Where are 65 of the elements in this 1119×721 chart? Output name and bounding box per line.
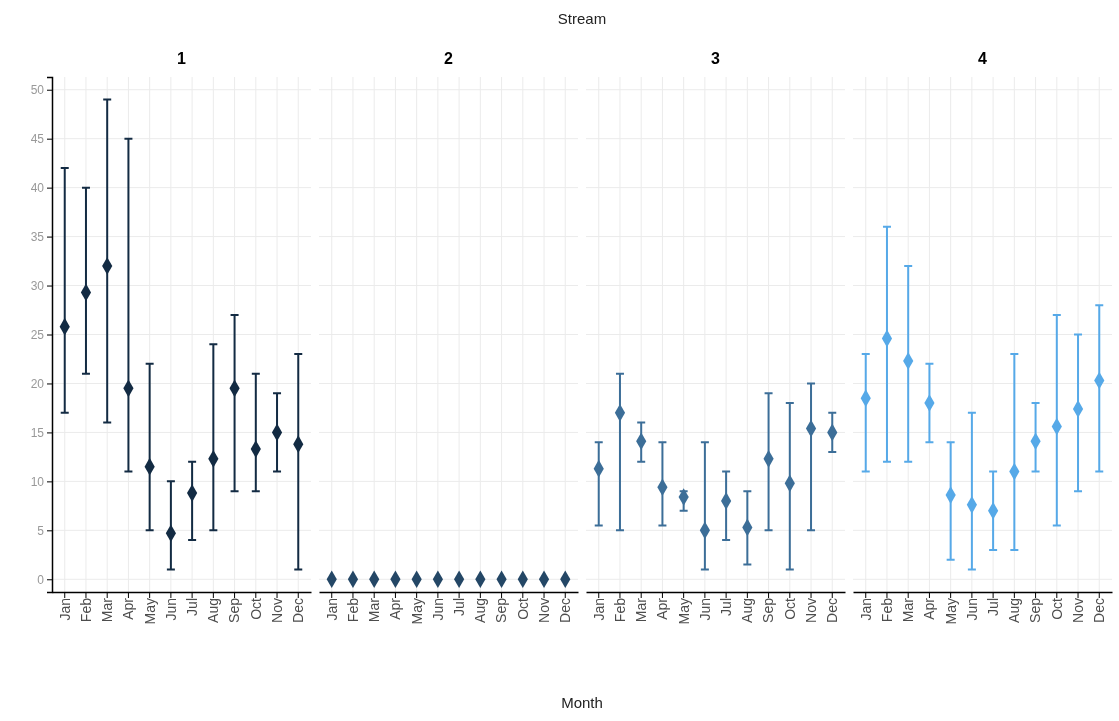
x-tick-label: Sep bbox=[1027, 597, 1044, 623]
chart-title: 3 bbox=[711, 50, 721, 67]
x-tick-label: Sep bbox=[760, 597, 777, 623]
x-tick-label: Jun bbox=[696, 598, 713, 621]
x-tick-label: May bbox=[942, 598, 959, 625]
x-tick-label: Apr bbox=[120, 597, 137, 620]
x-tick-label: Dec bbox=[824, 598, 841, 623]
x-tick-label: Jun bbox=[963, 598, 980, 621]
x-tick-label: Sep bbox=[226, 597, 243, 623]
chart-title: 2 bbox=[444, 50, 454, 67]
y-tick-label: 0 bbox=[37, 572, 45, 587]
chart-title: 1 bbox=[177, 50, 187, 67]
y-tick-label: 10 bbox=[30, 474, 45, 489]
x-tick-label: Feb bbox=[611, 597, 628, 623]
x-tick-label: Mar bbox=[633, 597, 650, 623]
y-tick-label: 35 bbox=[30, 229, 45, 244]
x-tick-label: Oct bbox=[1048, 597, 1065, 620]
x-tick-label: Dec bbox=[1091, 598, 1108, 623]
x-tick-label: Apr bbox=[387, 597, 404, 620]
x-tick-label: Dec bbox=[290, 598, 307, 623]
x-tick-label: Aug bbox=[1006, 598, 1023, 623]
x-tick-label: Jul bbox=[184, 598, 201, 616]
chart-title: 4 bbox=[978, 50, 988, 67]
x-tick-label: Aug bbox=[472, 598, 489, 623]
y-tick-label: 50 bbox=[30, 83, 45, 98]
x-tick-label: Jun bbox=[429, 598, 446, 621]
x-tick-label: Mar bbox=[900, 597, 917, 623]
x-tick-label: Aug bbox=[205, 598, 222, 623]
x-tick-label: Nov bbox=[535, 598, 552, 623]
x-tick-label: Oct bbox=[247, 597, 264, 620]
y-tick-label: 20 bbox=[30, 376, 45, 391]
x-tick-label: Jan bbox=[56, 598, 73, 621]
x-tick-label: Jan bbox=[857, 598, 874, 621]
x-tick-label: Jan bbox=[323, 598, 340, 621]
x-tick-label: May bbox=[408, 598, 425, 625]
x-tick-label: Oct bbox=[781, 597, 798, 620]
x-tick-label: Jul bbox=[451, 598, 468, 616]
x-tick-label: Mar bbox=[366, 597, 383, 623]
x-tick-label: Nov bbox=[268, 598, 285, 623]
y-tick-label: 30 bbox=[30, 278, 45, 293]
x-tick-label: Feb bbox=[344, 597, 361, 623]
x-tick-label: Jan bbox=[590, 598, 607, 621]
y-tick-label: 15 bbox=[30, 425, 45, 440]
x-tick-label: Jun bbox=[162, 598, 179, 621]
x-tick-label: Feb bbox=[878, 597, 895, 623]
x-tick-label: Aug bbox=[739, 598, 756, 623]
x-tick-label: Jul bbox=[718, 598, 735, 616]
x-tick-label: Feb bbox=[77, 597, 94, 623]
x-tick-label: Nov bbox=[1069, 598, 1086, 623]
x-tick-label: May bbox=[141, 598, 158, 625]
x-tick-label: Mar bbox=[99, 597, 116, 623]
text: Stream bbox=[557, 10, 607, 27]
y-tick-label: 40 bbox=[30, 180, 45, 195]
x-tick-label: Oct bbox=[514, 597, 531, 620]
y-tick-label: 5 bbox=[37, 523, 45, 538]
y-tick-label: 25 bbox=[30, 327, 45, 342]
text: Month bbox=[561, 694, 603, 711]
x-tick-label: Sep bbox=[493, 597, 510, 623]
x-tick-label: Apr bbox=[921, 597, 938, 620]
y-tick-label: 45 bbox=[30, 132, 45, 147]
x-tick-label: Apr bbox=[654, 597, 671, 620]
x-tick-label: Nov bbox=[802, 598, 819, 623]
x-tick-label: Jul bbox=[985, 598, 1002, 616]
x-tick-label: Dec bbox=[557, 598, 574, 623]
x-tick-label: May bbox=[675, 598, 692, 625]
